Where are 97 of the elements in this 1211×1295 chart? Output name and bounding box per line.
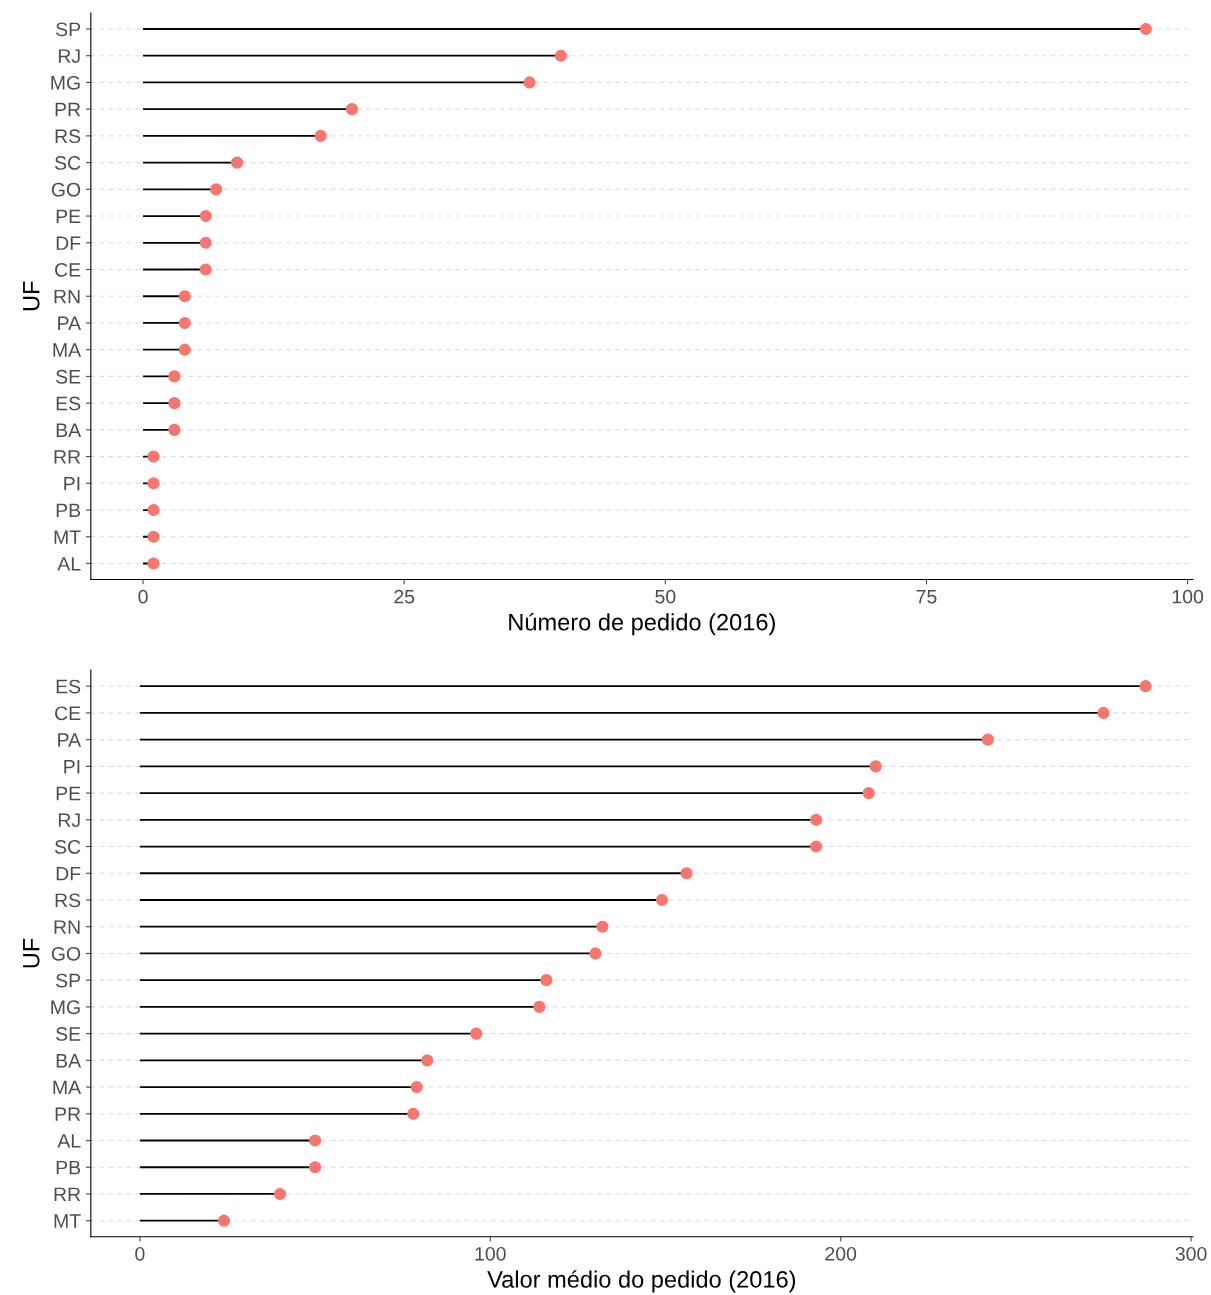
y-tick-label: RJ (58, 49, 80, 63)
point (810, 840, 823, 853)
y-axis-title: UF (23, 281, 40, 311)
x-tick-label: 25 (394, 589, 415, 604)
y-tick-label: RR (54, 1187, 81, 1202)
y-tick-label: SC (54, 840, 81, 854)
y-tick-label: SP (56, 973, 81, 988)
point (309, 1161, 322, 1174)
point (147, 450, 160, 463)
point (554, 49, 567, 62)
point (981, 733, 994, 746)
y-tick-label: RN (54, 289, 80, 304)
point (421, 1054, 434, 1067)
point (147, 503, 160, 517)
y-tick-label: SC (54, 156, 81, 170)
y-tick-label: SP (56, 22, 81, 37)
y-tick-label: PB (56, 503, 81, 518)
point (147, 557, 160, 570)
y-tick-label: MG (51, 75, 80, 90)
point (655, 893, 669, 907)
point (273, 1187, 287, 1201)
point (596, 920, 609, 933)
y-tick-label: RS (55, 893, 81, 908)
y-tick-label: MA (53, 343, 82, 357)
y-tick-label: BA (56, 1054, 82, 1068)
y-tick-label: RJ (58, 813, 80, 828)
point (178, 290, 191, 303)
y-tick-label: AL (57, 557, 81, 571)
point (168, 370, 181, 383)
point (168, 423, 181, 436)
y-tick-label: PE (56, 786, 81, 801)
point (147, 477, 160, 490)
x-tick-label: 100 (475, 1246, 506, 1261)
x-tick-label: 300 (1175, 1246, 1207, 1261)
point (540, 974, 553, 987)
y-tick-label: MA (53, 1080, 82, 1095)
point (230, 156, 244, 169)
y-tick-label: CE (55, 262, 81, 277)
y-tick-label: CE (55, 706, 81, 721)
y-tick-label: AL (57, 1134, 81, 1148)
y-tick-label: PB (56, 1160, 81, 1175)
point (533, 1000, 546, 1013)
y-tick-label: PI (64, 760, 80, 774)
x-tick-label: 50 (655, 589, 676, 604)
point (210, 183, 223, 196)
y-tick-label: RR (54, 450, 81, 464)
y-tick-label: DF (56, 236, 81, 250)
y-tick-label: PR (55, 102, 81, 117)
point (314, 129, 327, 142)
y-tick-label: PA (58, 316, 82, 330)
point (1139, 22, 1152, 36)
y-tick-label: PA (58, 733, 82, 747)
point (199, 236, 212, 249)
y-tick-label: DF (56, 866, 81, 881)
point (217, 1214, 231, 1227)
y-tick-label: MG (51, 1000, 80, 1015)
point (147, 530, 160, 543)
y-tick-label: SE (56, 369, 81, 384)
y-tick-label: SE (56, 1027, 81, 1041)
point (309, 1134, 322, 1147)
point (407, 1107, 420, 1120)
x-tick-label: 100 (1172, 589, 1204, 604)
x-axis-title: Valor médio do pedido (2016) (487, 1270, 796, 1293)
y-tick-label: MT (54, 530, 81, 544)
point (410, 1080, 423, 1094)
y-tick-label: BA (56, 423, 82, 437)
x-tick-label: 75 (916, 589, 937, 604)
x-axis-title: Número de pedido (2016) (509, 612, 775, 636)
point (810, 813, 823, 826)
y-tick-label: ES (56, 396, 81, 411)
point (589, 947, 602, 960)
point (178, 316, 191, 330)
point (1139, 680, 1152, 693)
y-axis-title: UF (23, 938, 40, 968)
point (199, 263, 212, 276)
point (168, 397, 181, 410)
y-tick-label: PR (55, 1107, 81, 1121)
point (869, 760, 882, 773)
point (862, 787, 875, 800)
y-tick-label: GO (51, 946, 81, 961)
y-tick-label: MT (54, 1214, 81, 1228)
x-tick-label: 0 (135, 1246, 145, 1261)
point (523, 76, 536, 89)
x-tick-label: 0 (138, 589, 148, 604)
y-tick-label: PE (56, 209, 81, 224)
y-tick-label: RS (55, 129, 81, 144)
y-tick-label: ES (56, 679, 81, 694)
y-tick-label: RN (54, 920, 80, 934)
point (470, 1027, 483, 1040)
point (1097, 706, 1110, 719)
point (178, 343, 191, 356)
x-tick-label: 200 (825, 1246, 857, 1261)
point (199, 209, 212, 223)
point (680, 867, 693, 880)
y-tick-label: GO (51, 182, 81, 197)
point (345, 103, 359, 116)
y-tick-label: PI (64, 476, 80, 491)
